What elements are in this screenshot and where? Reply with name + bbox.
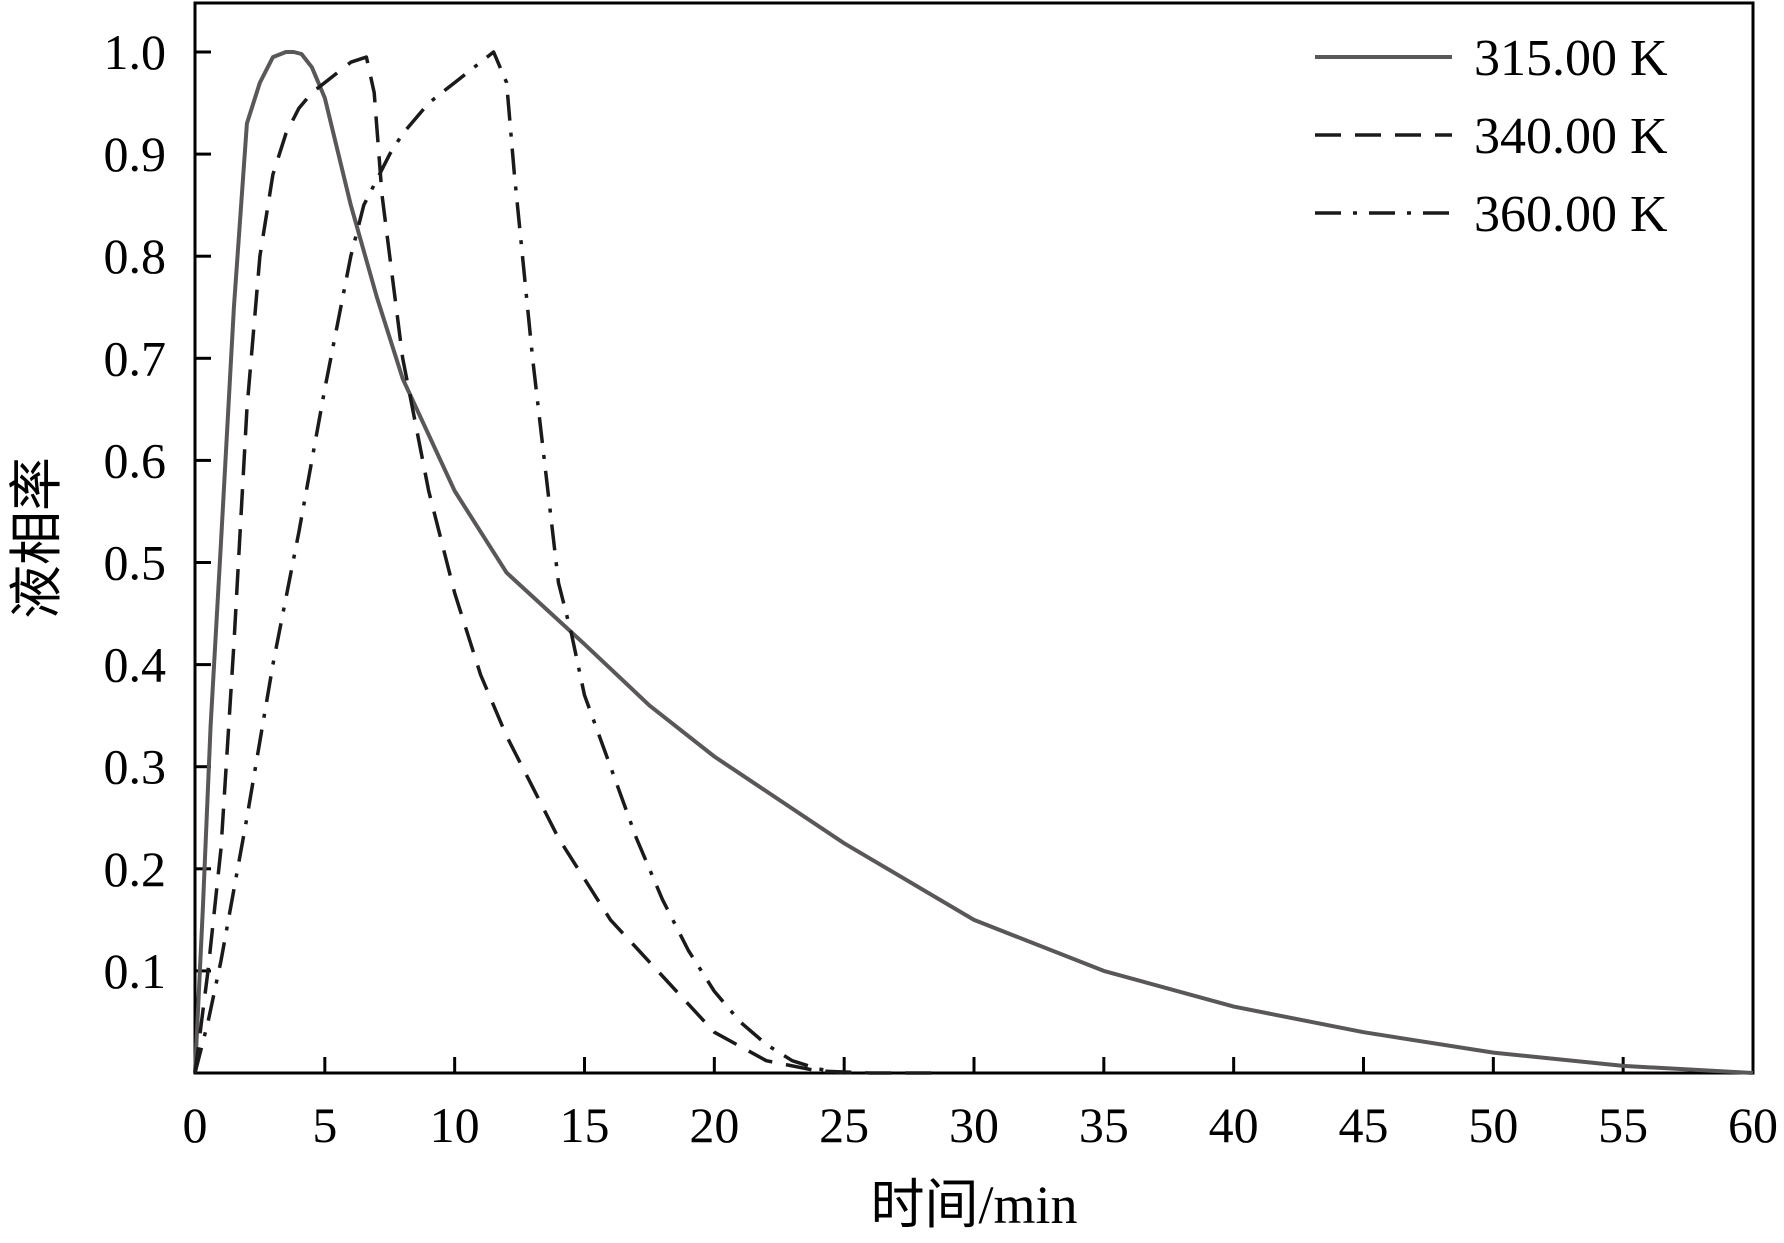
- x-tick-label: 60: [1728, 1097, 1778, 1153]
- x-tick-label: 0: [183, 1097, 208, 1153]
- y-tick-label: 0.6: [104, 432, 167, 488]
- series-line-3: [193, 50, 845, 1075]
- y-tick-label: 0.8: [104, 228, 167, 284]
- x-tick-label: 15: [560, 1097, 610, 1153]
- y-axis-tick-labels: 0.1 0.2 0.3 0.4 0.5 0.6 0.7 0.8 0.9 1.0: [104, 24, 167, 999]
- x-tick-label: 55: [1598, 1097, 1648, 1153]
- x-tick-label: 20: [689, 1097, 739, 1153]
- legend-item: 340.00 K: [1315, 108, 1668, 165]
- legend-label: 315.00 K: [1474, 30, 1668, 87]
- series-line-2: [193, 55, 935, 1075]
- x-tick-label: 50: [1468, 1097, 1518, 1153]
- y-tick-label: 0.4: [104, 637, 167, 693]
- legend-label: 340.00 K: [1474, 108, 1668, 165]
- y-tick-label: 0.2: [104, 841, 167, 897]
- legend: 315.00 K 340.00 K 360.00 K: [1315, 30, 1668, 243]
- y-tick-label: 0.7: [104, 330, 167, 386]
- x-tick-label: 5: [312, 1097, 337, 1153]
- x-axis-tick-labels: 0 5 10 15 20 25 30 35 40 45 50 55 60: [183, 1097, 1779, 1153]
- x-axis-ticks: [193, 1057, 1755, 1073]
- legend-label: 360.00 K: [1474, 186, 1668, 243]
- y-axis-title: 液相率: [7, 457, 67, 619]
- y-tick-label: 0.5: [104, 535, 167, 591]
- x-tick-label: 30: [949, 1097, 999, 1153]
- legend-item: 315.00 K: [1315, 30, 1668, 87]
- x-tick-label: 35: [1079, 1097, 1129, 1153]
- legend-item: 360.00 K: [1315, 186, 1668, 243]
- y-axis-ticks: [195, 50, 211, 973]
- series-line-1: [193, 50, 1754, 1075]
- x-tick-label: 45: [1339, 1097, 1389, 1153]
- x-tick-label: 10: [430, 1097, 480, 1153]
- y-tick-label: 0.1: [104, 943, 167, 999]
- series-lines: [193, 50, 1754, 1075]
- x-tick-label: 25: [819, 1097, 869, 1153]
- x-axis-title: 时间/min: [870, 1175, 1077, 1235]
- x-tick-label: 40: [1209, 1097, 1259, 1153]
- y-tick-label: 1.0: [104, 24, 167, 80]
- y-tick-label: 0.9: [104, 126, 167, 182]
- y-tick-label: 0.3: [104, 739, 167, 795]
- plot-area: 0 5 10 15 20 25 30 35 40 45 50 55 60 0.1 0.2 0.3 0.4 0.5…: [104, 1, 1779, 1153]
